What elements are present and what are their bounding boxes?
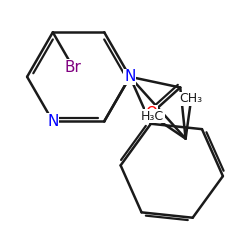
Text: O: O [146,106,158,121]
Text: N: N [124,69,136,84]
Text: N: N [47,114,58,129]
Text: CH₃: CH₃ [180,92,203,106]
Text: Br: Br [64,60,81,74]
Text: H₃C: H₃C [141,110,164,123]
